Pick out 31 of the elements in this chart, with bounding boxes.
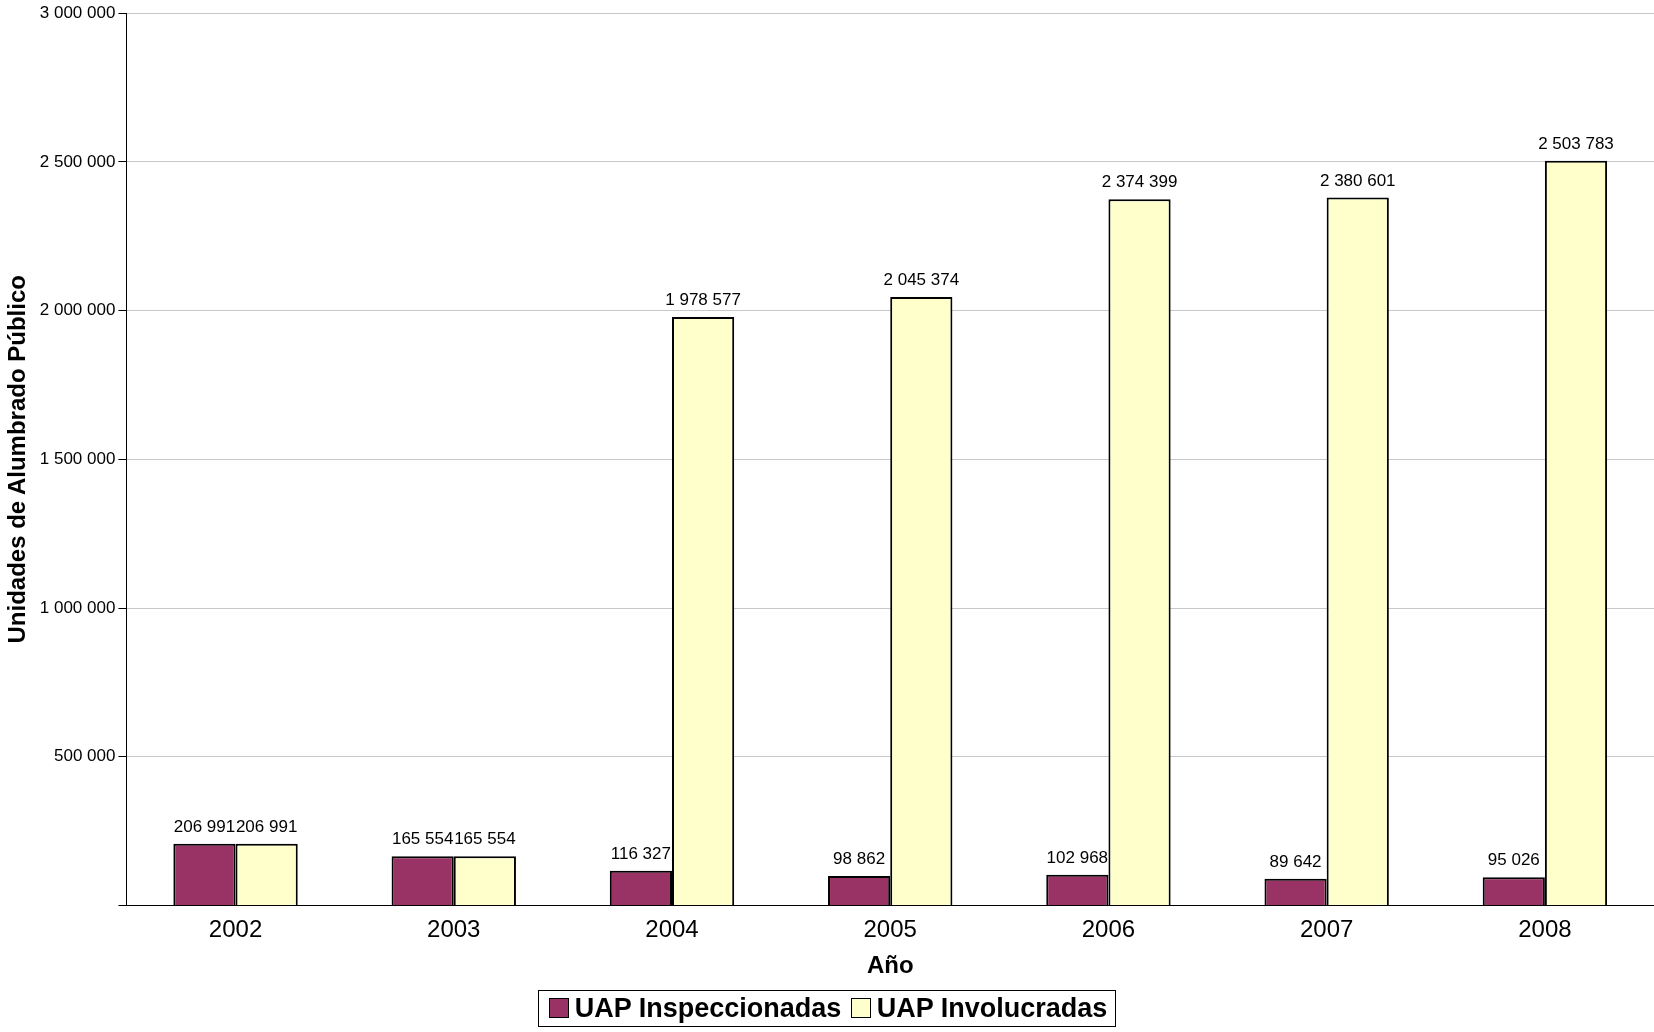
x-tick-label: 2007: [1299, 915, 1354, 943]
y-tick-label: 1 500 000: [39, 448, 116, 468]
x-tick-label: 2002: [208, 915, 263, 943]
y-tick-label: 2 000 000: [39, 300, 116, 320]
y-tick-label: 1 000 000: [39, 597, 116, 617]
y-tick-label: 3 000 000: [39, 2, 116, 22]
data-label: 1 978 577: [665, 290, 741, 310]
data-label: 165 554: [454, 829, 516, 849]
legend-label: UAP Inspeccionadas: [573, 993, 843, 1023]
legend-label: UAP Involucradas: [875, 993, 1108, 1023]
x-tick-label: 2005: [863, 915, 917, 943]
x-axis-title: Año: [866, 951, 914, 979]
data-label: 2 374 399: [1101, 172, 1178, 192]
data-label: 2 380 601: [1319, 170, 1396, 190]
data-label: 206 991: [173, 817, 236, 837]
data-label: 102 968: [1046, 847, 1109, 867]
data-label: 89 642: [1269, 851, 1322, 871]
data-label: 95 026: [1487, 850, 1540, 870]
x-tick-label: 2004: [645, 915, 699, 943]
y-tick-label: 2 500 000: [39, 151, 116, 171]
data-label: 116 327: [610, 843, 671, 863]
data-label: 206 991: [235, 817, 298, 837]
data-label: 165 554: [391, 829, 454, 849]
x-tick-label: 2008: [1518, 915, 1572, 943]
data-label: 2 503 783: [1538, 133, 1614, 153]
data-label: 98 862: [833, 849, 886, 869]
x-tick-label: 2006: [1081, 915, 1136, 943]
y-axis-title: Unidades de Alumbrado Público: [3, 275, 31, 644]
data-label: 2 045 374: [883, 270, 960, 290]
x-tick-label: 2003: [427, 915, 481, 943]
y-tick-label: 500 000: [53, 746, 116, 766]
